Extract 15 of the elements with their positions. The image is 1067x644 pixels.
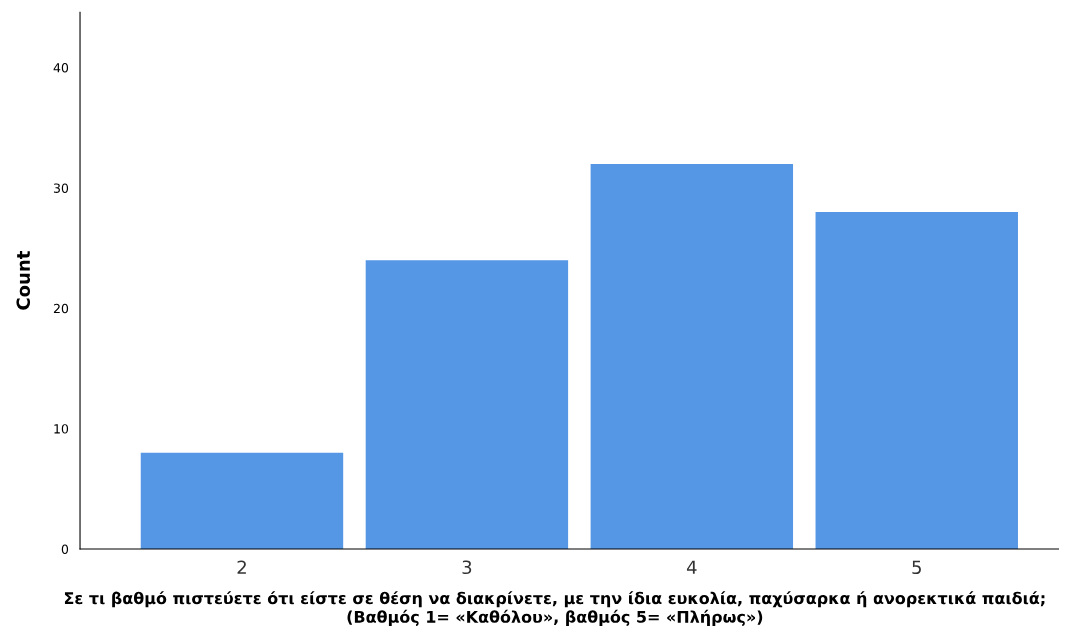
y-tick-label: 10 bbox=[54, 424, 69, 434]
y-tick-label: 30 bbox=[53, 183, 69, 193]
x-tick-label: 3 bbox=[462, 560, 472, 575]
x-tick-label: 5 bbox=[912, 560, 921, 575]
bar bbox=[590, 163, 794, 550]
y-tick-label: 20 bbox=[53, 303, 69, 314]
bar bbox=[140, 452, 344, 550]
y-tick-label: 40 bbox=[53, 63, 69, 73]
bar bbox=[815, 212, 1018, 550]
x-tick-label: 2 bbox=[237, 560, 246, 574]
x-tick-label: 4 bbox=[686, 560, 697, 574]
bar bbox=[365, 260, 569, 550]
x-axis-title: Σε τι βαθμό πιστεύετε ότι είστε σε θέση να διακρίνετε, με την ίδια ευκολία, παχύσαρκα ή ανορεκτικά παιδιά; (Βαθμός 1= «Καθόλου», βαθμός 5= «Πλήρως») bbox=[64, 591, 1045, 626]
y-axis-title: Count bbox=[16, 251, 31, 310]
y-tick-label: 0 bbox=[61, 544, 69, 554]
